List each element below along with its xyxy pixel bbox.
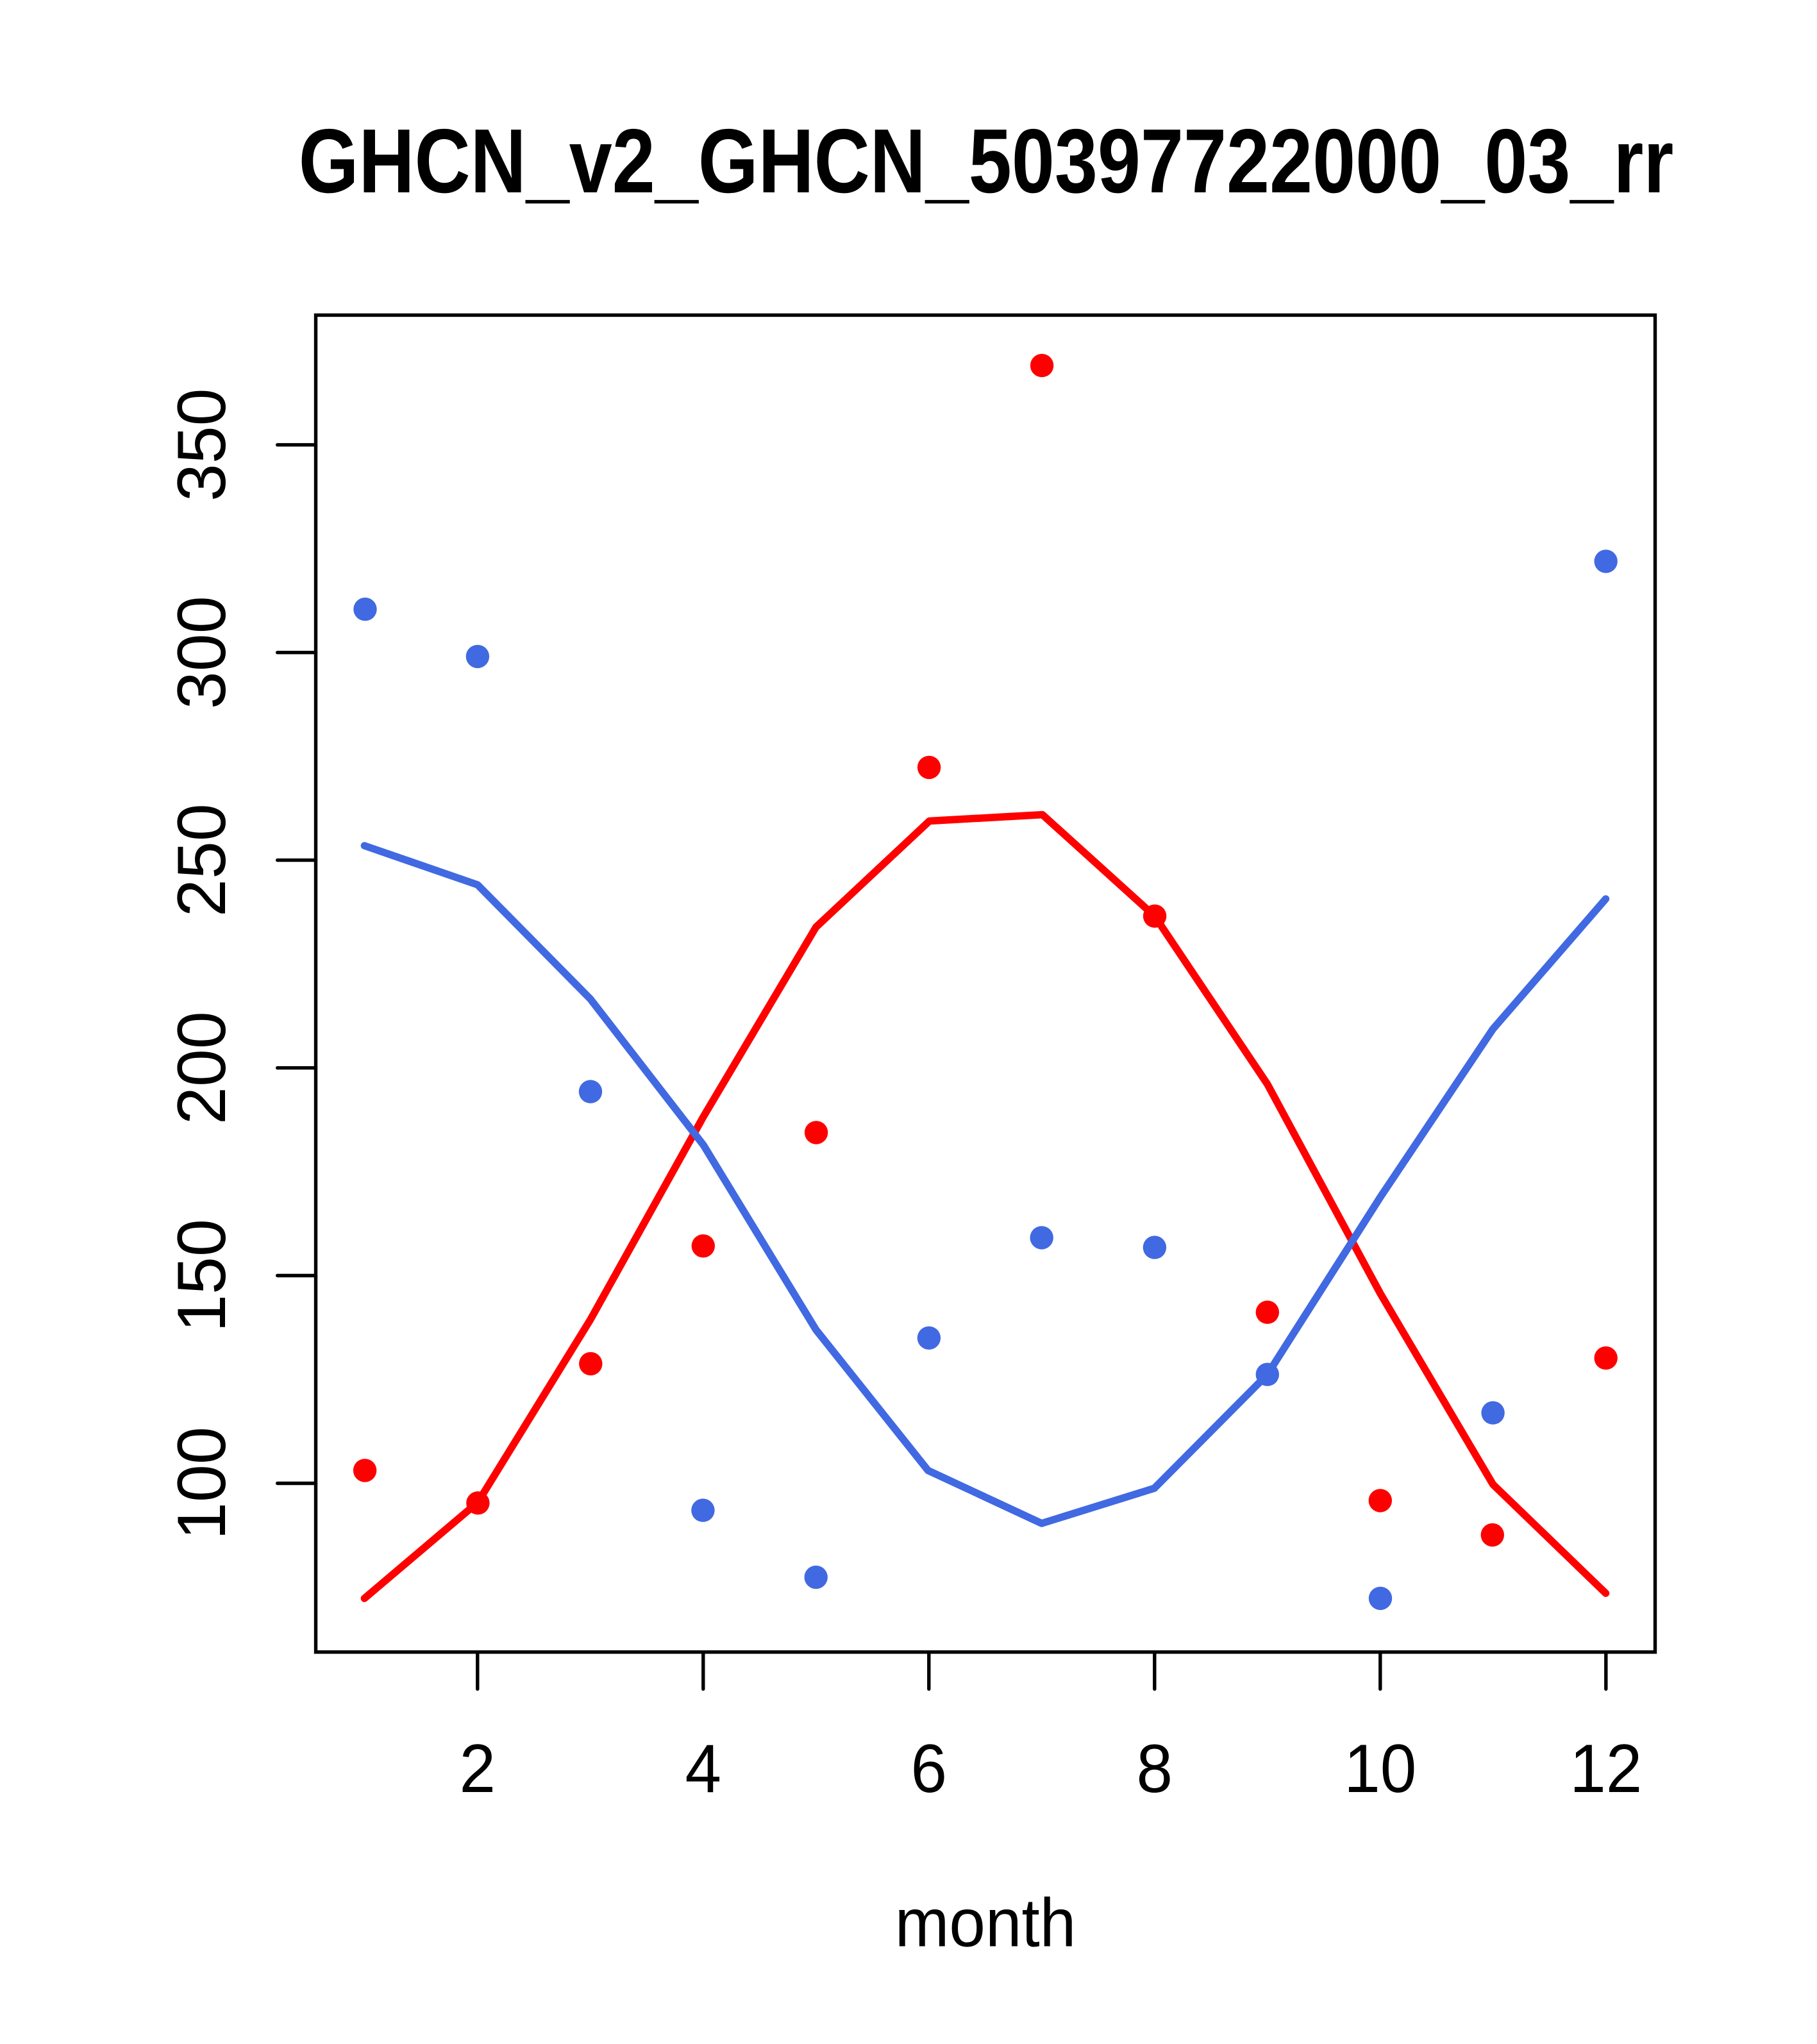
svg-text:300: 300 xyxy=(163,596,240,709)
svg-text:200: 200 xyxy=(163,1011,240,1125)
svg-text:GHCN_v2_GHCN_50397722000_03_rr: GHCN_v2_GHCN_50397722000_03_rr xyxy=(299,110,1674,212)
svg-text:150: 150 xyxy=(163,1219,240,1332)
svg-text:8: 8 xyxy=(1137,1731,1173,1807)
svg-text:2: 2 xyxy=(460,1731,496,1807)
svg-text:12: 12 xyxy=(1570,1731,1642,1807)
svg-text:4: 4 xyxy=(685,1731,722,1807)
svg-text:6: 6 xyxy=(911,1731,948,1807)
svg-text:month: month xyxy=(895,1885,1076,1961)
svg-text:100: 100 xyxy=(163,1427,240,1540)
svg-text:250: 250 xyxy=(163,803,240,917)
svg-text:10: 10 xyxy=(1344,1731,1416,1807)
svg-text:350: 350 xyxy=(163,388,240,501)
